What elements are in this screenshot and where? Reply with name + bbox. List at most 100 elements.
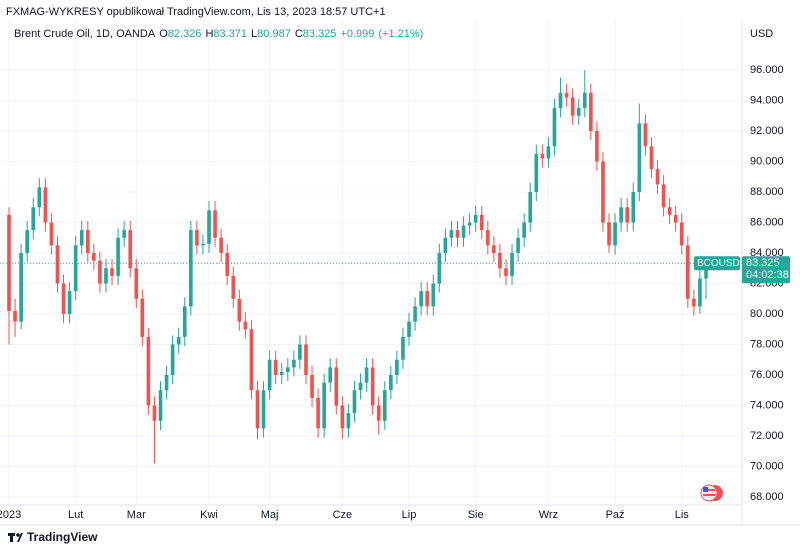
candle-body [637, 123, 642, 192]
candle-body [643, 123, 648, 147]
x-tick-label: Sie [468, 509, 484, 521]
candle-body [334, 367, 339, 406]
candle-body [49, 222, 54, 246]
legend-field-label: L [251, 28, 257, 40]
legend-field-label: H [205, 28, 213, 40]
candle-body [195, 230, 199, 246]
legend-field-value: 83.371 [213, 28, 247, 40]
candle-body [376, 405, 381, 421]
candle-body [116, 237, 120, 276]
y-tick-label: 70.000 [750, 460, 784, 472]
candle-body [479, 214, 484, 231]
candle-body [201, 243, 205, 246]
legend-field-value: 83.325 [303, 28, 337, 40]
candle-body [25, 230, 30, 253]
price-tag-value: 83.325 [746, 257, 780, 269]
y-tick-label: 86.000 [750, 216, 784, 228]
candle-body [140, 298, 145, 337]
candle-body [673, 214, 678, 223]
candle-body [261, 390, 266, 429]
candle-body [395, 359, 399, 375]
candle-body [467, 222, 472, 226]
candle-body [552, 108, 557, 147]
candle-body [601, 161, 605, 223]
candle-body [310, 375, 314, 398]
legend-field-value: 80.987 [257, 28, 291, 40]
candle-body [225, 253, 230, 276]
candle-body [292, 359, 296, 368]
event-flag [700, 484, 723, 502]
candle-body [352, 390, 357, 414]
candle-body [285, 367, 290, 372]
candle-body [328, 367, 333, 383]
candle-body [67, 291, 72, 314]
candle-body [346, 413, 351, 429]
candle-body [213, 210, 217, 238]
candle-body [170, 344, 175, 375]
legend-field-label: O [159, 28, 168, 40]
candle-body [158, 390, 163, 421]
candle-body [85, 230, 90, 253]
candle-body [582, 92, 587, 109]
candle-body [55, 245, 60, 284]
legend: Brent Crude Oil, 1D, OANDA O82.326 H83.371… [14, 28, 423, 40]
candle-body [176, 336, 181, 345]
candle-body [685, 245, 690, 299]
candle-body [516, 237, 520, 253]
candle-body [425, 291, 430, 307]
x-tick-label: Wrz [539, 509, 558, 521]
candle-body [589, 92, 593, 131]
candle-body [152, 405, 157, 421]
candle-body [13, 310, 17, 322]
candle-body [704, 263, 708, 279]
candle-body [570, 97, 575, 116]
candle-body [504, 268, 508, 276]
candle-body [243, 321, 248, 330]
x-tick-label: Cze [333, 509, 353, 521]
y-tick-label: 78.000 [750, 338, 784, 350]
candle-body [576, 108, 581, 116]
candle-body [182, 306, 187, 337]
candle-body [522, 222, 526, 238]
y-tick-label: 90.000 [750, 155, 784, 167]
candle-body [692, 298, 696, 307]
candle-body [298, 344, 302, 360]
candle-body [546, 146, 551, 159]
legend-change: +0.999 [340, 28, 374, 40]
symbol-tag-text: BCOUSD [697, 258, 740, 269]
y-tick-label: 88.000 [750, 186, 784, 198]
candle-body [316, 397, 320, 429]
candle-body [43, 187, 48, 223]
y-tick-label: 72.000 [750, 430, 784, 442]
candle-body [661, 184, 666, 208]
candle-body [540, 153, 545, 159]
candle-body [564, 92, 569, 98]
candle-body [189, 230, 193, 307]
candle-body [73, 245, 78, 292]
candle-body [237, 298, 242, 322]
plot-area [0, 70, 742, 464]
candle-body [267, 359, 272, 391]
candle-body [358, 382, 363, 391]
candle-body [279, 371, 284, 375]
candle-body [649, 146, 654, 170]
candle-body [595, 131, 599, 162]
candle-body [128, 230, 133, 269]
candle-body [437, 253, 442, 284]
candle-body [134, 268, 139, 299]
candle-body [104, 268, 108, 284]
candle-body [37, 187, 42, 208]
x-tick-label: Mar [127, 509, 146, 521]
y-tick-label: 96.000 [750, 64, 784, 76]
candle-body [655, 169, 660, 185]
candle-body [231, 275, 236, 299]
price-tag-countdown: 04:02:38 [746, 269, 789, 281]
header: FXMAG-WYKRESY opublikował TradingView.co… [6, 6, 386, 18]
candle-body [492, 245, 496, 253]
candle-body [419, 291, 423, 307]
candle-body [98, 260, 102, 284]
x-tick-label: Lip [402, 509, 417, 521]
candle-body [340, 405, 345, 429]
candle-body [455, 230, 460, 238]
